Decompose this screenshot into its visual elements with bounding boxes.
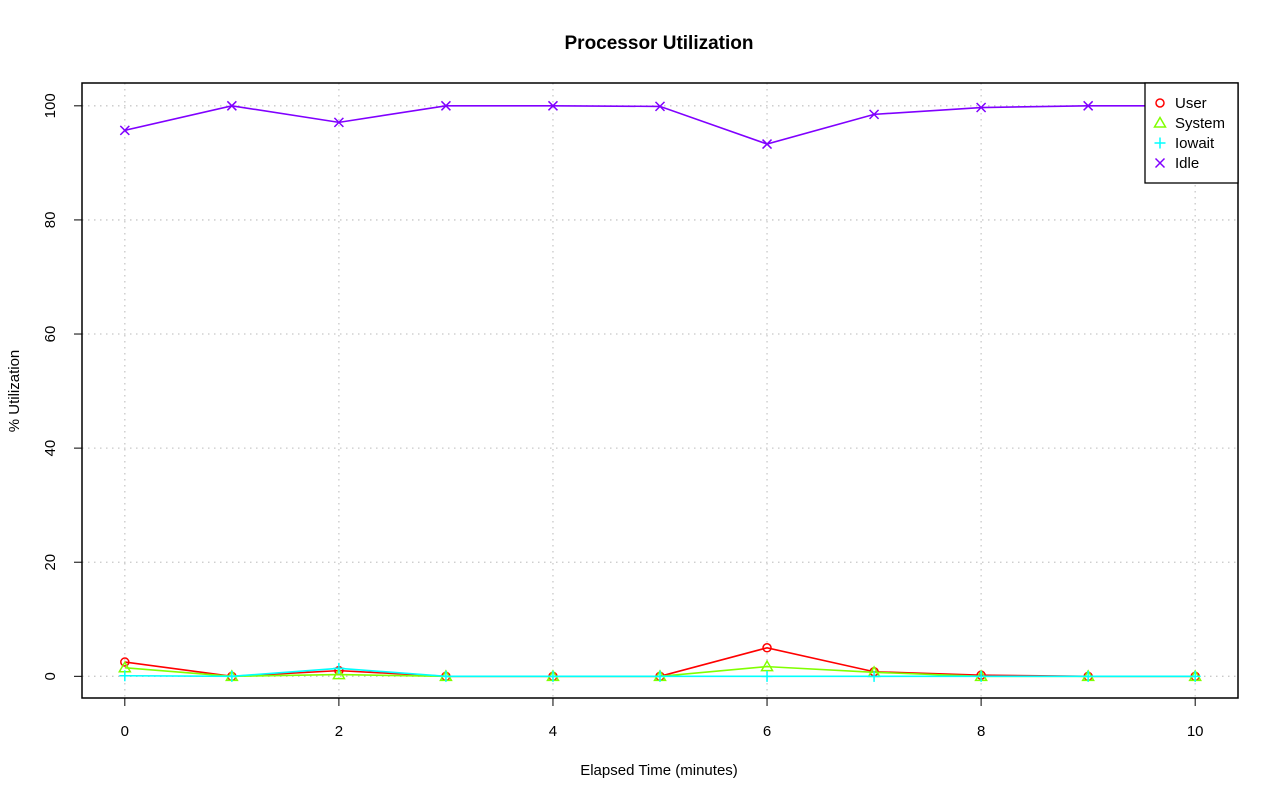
series-layer bbox=[118, 100, 1202, 682]
x-tick-label: 10 bbox=[1187, 723, 1204, 740]
legend-label-system: System bbox=[1175, 115, 1225, 132]
data-point-idle bbox=[440, 100, 451, 111]
data-point-user bbox=[762, 643, 772, 653]
data-point-iowait bbox=[547, 670, 559, 682]
x-tick-label: 8 bbox=[977, 723, 985, 740]
plot-frame bbox=[81, 82, 1239, 699]
x-axis-label: Elapsed Time (minutes) bbox=[580, 762, 738, 779]
data-point-iowait bbox=[1189, 670, 1201, 682]
data-point-system bbox=[332, 667, 346, 680]
data-point-iowait bbox=[226, 670, 238, 682]
data-point-iowait bbox=[440, 670, 452, 682]
data-point-iowait bbox=[654, 670, 666, 682]
y-axis-label: % Utilization bbox=[6, 350, 23, 433]
series-line-idle bbox=[124, 105, 1196, 145]
data-point-iowait bbox=[119, 670, 131, 682]
data-point-idle bbox=[869, 109, 880, 120]
data-point-idle bbox=[333, 117, 344, 128]
chart-title: Processor Utilization bbox=[565, 33, 754, 54]
legend-marker-user bbox=[1155, 98, 1165, 108]
legend-marker-system bbox=[1153, 116, 1167, 128]
data-point-idle bbox=[1083, 100, 1094, 111]
data-point-idle bbox=[654, 101, 666, 112]
y-tick-label: 40 bbox=[42, 440, 59, 457]
data-point-system bbox=[760, 659, 774, 672]
legend: User System Iowait Idle bbox=[1144, 82, 1239, 184]
y-tick-label: 20 bbox=[42, 554, 59, 571]
x-tick-label: 4 bbox=[549, 723, 557, 740]
data-point-iowait bbox=[333, 662, 345, 674]
legend-label-user: User bbox=[1175, 95, 1207, 112]
x-tick-label: 6 bbox=[763, 723, 771, 740]
y-tick-label: 80 bbox=[42, 212, 59, 229]
data-point-iowait bbox=[761, 670, 773, 682]
x-tick-label: 0 bbox=[121, 723, 129, 740]
data-point-iowait bbox=[975, 670, 987, 682]
series-iowait bbox=[119, 662, 1201, 682]
data-point-iowait bbox=[1082, 670, 1094, 682]
legend-marker-iowait bbox=[1154, 137, 1166, 149]
data-point-idle bbox=[547, 100, 558, 111]
data-point-idle bbox=[976, 102, 987, 113]
series-idle bbox=[119, 100, 1201, 150]
legend-label-idle: Idle bbox=[1175, 155, 1199, 172]
legend-label-iowait: Iowait bbox=[1175, 135, 1215, 152]
y-tick-label: 0 bbox=[42, 672, 59, 680]
data-point-user bbox=[120, 657, 130, 667]
y-tick-label: 100 bbox=[42, 93, 59, 118]
data-point-iowait bbox=[868, 670, 880, 682]
data-point-idle bbox=[119, 125, 130, 136]
grid bbox=[82, 83, 1238, 698]
legend-marker-idle bbox=[1154, 157, 1166, 169]
data-point-idle bbox=[762, 139, 773, 150]
y-tick-label: 60 bbox=[42, 326, 59, 343]
data-point-idle bbox=[226, 100, 237, 111]
x-tick-label: 2 bbox=[335, 723, 343, 740]
